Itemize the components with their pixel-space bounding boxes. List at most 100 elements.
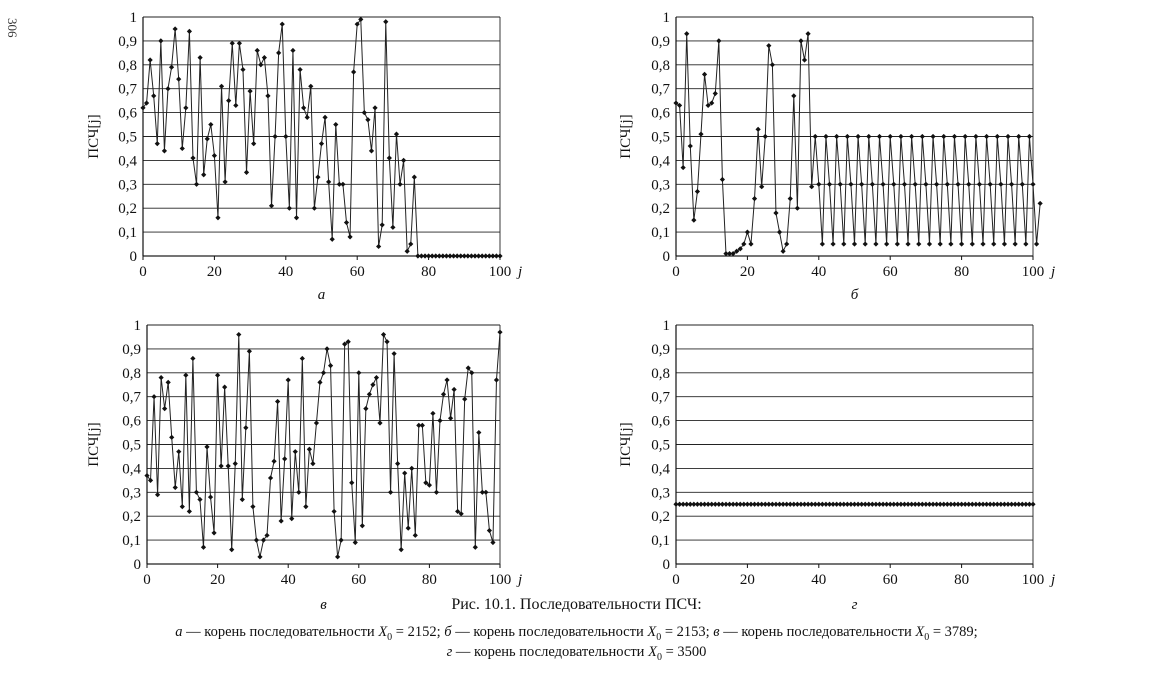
y-tick-label-1-4: 0,4 — [651, 153, 670, 169]
data-point-0-8 — [168, 64, 175, 70]
data-point-3-8 — [701, 501, 708, 507]
data-point-1-91 — [998, 181, 1004, 187]
data-point-1-68 — [916, 241, 922, 247]
data-point-2-8 — [172, 484, 178, 491]
data-point-2-72 — [398, 547, 404, 553]
data-point-1-73 — [934, 181, 940, 187]
data-point-3-88 — [987, 501, 993, 507]
data-point-0-50 — [318, 141, 325, 147]
data-point-2-86 — [447, 415, 454, 421]
y-tick-label-0-0: 0 — [130, 249, 138, 265]
data-point-0-77 — [415, 253, 421, 259]
data-point-1-6 — [694, 188, 701, 195]
data-point-2-6 — [165, 379, 171, 385]
data-point-3-62 — [894, 501, 900, 507]
y-tick-label-2-1: 0,1 — [122, 533, 141, 549]
data-point-2-88 — [455, 508, 461, 515]
y-tick-label-0-2: 0,2 — [118, 201, 137, 217]
data-point-0-23 — [222, 179, 228, 185]
x-axis-label-2: j — [516, 572, 522, 588]
data-point-1-16 — [730, 251, 736, 257]
caption-2-text-0: — корень последовательности — [452, 644, 649, 660]
data-point-3-24 — [759, 501, 765, 507]
caption-2-letter-0: г — [446, 644, 453, 660]
data-point-0-18 — [204, 136, 210, 142]
x-tick-label-0-1: 20 — [207, 264, 222, 280]
data-point-1-41 — [819, 241, 825, 247]
data-point-1-38 — [809, 184, 815, 190]
caption-1-sub-1: 0 — [656, 631, 662, 643]
data-point-2-96 — [483, 489, 489, 495]
data-point-2-69 — [387, 489, 394, 495]
data-point-0-19 — [208, 121, 214, 128]
data-point-2-59 — [352, 539, 358, 546]
y-tick-label-1-5: 0,5 — [651, 130, 670, 146]
data-point-0-0 — [140, 105, 146, 111]
data-point-0-26 — [233, 102, 239, 109]
data-point-3-31 — [784, 501, 790, 507]
data-point-3-39 — [812, 501, 818, 507]
data-point-1-75 — [941, 133, 947, 140]
data-point-2-14 — [193, 489, 200, 495]
data-point-2-99 — [493, 377, 500, 383]
data-point-0-7 — [165, 86, 171, 92]
data-point-1-70 — [923, 181, 929, 187]
data-point-2-2 — [151, 394, 157, 400]
data-point-0-13 — [186, 28, 193, 34]
data-point-1-60 — [887, 133, 893, 140]
data-point-0-24 — [226, 98, 232, 104]
x-tick-label-1-3: 60 — [883, 264, 898, 280]
data-point-2-20 — [215, 372, 221, 378]
data-point-2-36 — [271, 458, 277, 464]
data-point-2-27 — [239, 496, 245, 503]
data-point-2-5 — [162, 406, 168, 412]
y-tick-label-2-10: 1 — [134, 318, 142, 334]
x-tick-label-3-5: 100 — [1022, 572, 1045, 588]
data-point-1-22 — [751, 196, 758, 202]
data-point-1-82 — [966, 181, 972, 187]
data-point-1-43 — [826, 181, 833, 187]
x-tick-label-2-5: 100 — [489, 572, 512, 588]
data-point-3-75 — [941, 501, 947, 507]
data-point-0-37 — [272, 133, 278, 140]
data-point-1-47 — [841, 241, 847, 247]
data-point-2-64 — [370, 382, 376, 388]
x-axis-label-1: j — [1049, 264, 1055, 280]
data-point-0-20 — [211, 153, 217, 159]
data-point-3-36 — [801, 501, 808, 507]
data-point-3-41 — [819, 501, 825, 507]
page-number: 306 — [5, 18, 20, 38]
data-point-3-1 — [676, 501, 683, 507]
data-point-1-32 — [787, 196, 793, 202]
data-point-1-62 — [894, 241, 900, 247]
y-tick-label-1-3: 0,3 — [651, 177, 670, 193]
data-point-2-87 — [451, 386, 457, 393]
data-point-3-18 — [737, 501, 743, 507]
data-point-0-5 — [158, 38, 164, 44]
data-point-2-23 — [225, 463, 231, 469]
data-point-1-79 — [955, 181, 961, 187]
y-axis-label-2: ПСЧ[j] — [86, 422, 102, 466]
data-point-0-83 — [436, 253, 442, 259]
data-point-1-98 — [1023, 241, 1029, 247]
data-point-3-87 — [983, 501, 990, 507]
data-point-1-100 — [1030, 181, 1036, 187]
data-point-3-33 — [791, 501, 797, 507]
data-point-2-65 — [373, 374, 380, 381]
data-point-1-53 — [862, 241, 868, 247]
data-point-3-94 — [1008, 501, 1015, 507]
data-point-3-50 — [851, 501, 858, 507]
y-tick-label-0-8: 0,8 — [118, 58, 137, 74]
data-point-0-55 — [336, 181, 342, 187]
data-point-2-97 — [486, 527, 493, 534]
data-point-3-28 — [773, 501, 779, 507]
data-point-1-7 — [698, 131, 704, 137]
data-point-3-66 — [909, 501, 915, 507]
data-point-2-92 — [469, 370, 475, 376]
caption-1-text-2: — корень последовательности — [719, 624, 916, 640]
data-point-3-26 — [766, 501, 772, 507]
y-tick-label-2-2: 0,2 — [122, 509, 141, 525]
data-point-0-35 — [265, 93, 271, 99]
y-tick-label-0-9: 0,9 — [118, 34, 137, 50]
data-point-3-82 — [966, 501, 972, 507]
